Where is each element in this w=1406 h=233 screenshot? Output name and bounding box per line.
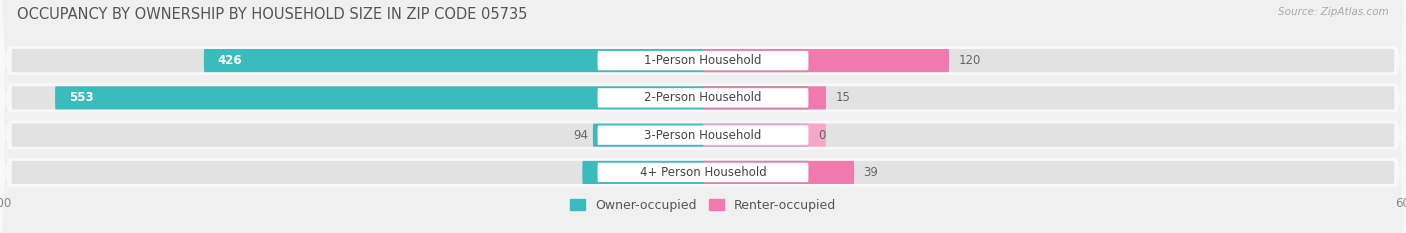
FancyBboxPatch shape bbox=[598, 88, 808, 108]
Text: 120: 120 bbox=[959, 54, 981, 67]
Text: 2-Person Household: 2-Person Household bbox=[644, 91, 762, 104]
FancyBboxPatch shape bbox=[703, 49, 949, 72]
Legend: Owner-occupied, Renter-occupied: Owner-occupied, Renter-occupied bbox=[569, 199, 837, 212]
Text: 0: 0 bbox=[818, 129, 825, 142]
Text: 553: 553 bbox=[69, 91, 94, 104]
FancyBboxPatch shape bbox=[598, 125, 808, 145]
Text: 1-Person Household: 1-Person Household bbox=[644, 54, 762, 67]
Text: 94: 94 bbox=[574, 129, 588, 142]
Text: 4+ Person Household: 4+ Person Household bbox=[640, 166, 766, 179]
FancyBboxPatch shape bbox=[703, 123, 827, 147]
Text: OCCUPANCY BY OWNERSHIP BY HOUSEHOLD SIZE IN ZIP CODE 05735: OCCUPANCY BY OWNERSHIP BY HOUSEHOLD SIZE… bbox=[17, 7, 527, 22]
FancyBboxPatch shape bbox=[598, 163, 808, 182]
FancyBboxPatch shape bbox=[703, 161, 855, 184]
FancyBboxPatch shape bbox=[11, 86, 1395, 110]
Text: 15: 15 bbox=[835, 91, 851, 104]
FancyBboxPatch shape bbox=[703, 86, 827, 110]
Text: 3-Person Household: 3-Person Household bbox=[644, 129, 762, 142]
FancyBboxPatch shape bbox=[593, 123, 808, 147]
FancyBboxPatch shape bbox=[55, 86, 808, 110]
Text: Source: ZipAtlas.com: Source: ZipAtlas.com bbox=[1278, 7, 1389, 17]
FancyBboxPatch shape bbox=[598, 51, 808, 70]
Text: 426: 426 bbox=[218, 54, 243, 67]
FancyBboxPatch shape bbox=[204, 49, 808, 72]
Text: 103: 103 bbox=[596, 166, 621, 179]
FancyBboxPatch shape bbox=[11, 49, 1395, 72]
Text: 39: 39 bbox=[863, 166, 879, 179]
FancyBboxPatch shape bbox=[582, 161, 808, 184]
FancyBboxPatch shape bbox=[11, 161, 1395, 184]
FancyBboxPatch shape bbox=[11, 123, 1395, 147]
